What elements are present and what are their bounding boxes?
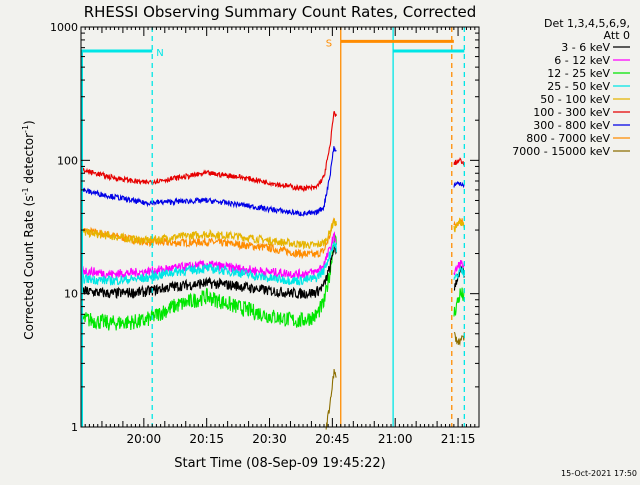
y-tick-label: 1000	[50, 21, 78, 34]
series-line-50-100-kev	[80, 217, 465, 250]
legend-header-line1: Det 1,3,4,5,6,9,	[544, 17, 630, 30]
y-axis-label: Corrected Count Rate (s-1 detector-1)	[21, 120, 36, 339]
flag-label-s: S	[326, 38, 332, 49]
x-tick-label: 20:00	[127, 432, 162, 446]
legend-entry-label: 50 - 100 keV	[540, 93, 610, 106]
legend-header-line2: Att 0	[604, 29, 630, 42]
x-tick-label: 20:30	[252, 432, 287, 446]
flag-label-n: N	[156, 48, 163, 59]
legend-entry-label: 12 - 25 keV	[547, 67, 610, 80]
series-line-25-50-kev	[80, 241, 465, 286]
series-line-7000-15000-kev	[325, 331, 465, 430]
footer-timestamp: 15-Oct-2021 17:50	[561, 469, 637, 478]
legend-entry-label: 6 - 12 keV	[554, 54, 610, 67]
series-line-12-25-kev	[80, 232, 465, 331]
legend-entry-label: 7000 - 15000 keV	[512, 145, 610, 158]
y-tick-label: 100	[57, 154, 78, 167]
y-tick-label: 1	[71, 421, 78, 434]
series-line-100-300-kev	[80, 111, 465, 193]
legend-entry-label: 300 - 800 keV	[533, 119, 610, 132]
series-line-300-800-kev	[80, 146, 465, 217]
chart-title: RHESSI Observing Summary Count Rates, Co…	[84, 3, 477, 21]
legend-entry-label: 25 - 50 keV	[547, 80, 610, 93]
x-tick-label: 21:15	[441, 432, 476, 446]
x-tick-label: 20:45	[315, 432, 350, 446]
x-tick-label: 20:15	[189, 432, 224, 446]
x-tick-label: 21:00	[378, 432, 413, 446]
legend-entry-label: 3 - 6 keV	[561, 41, 610, 54]
legend-entry-label: 100 - 300 keV	[533, 106, 610, 119]
x-axis-label: Start Time (08-Sep-09 19:45:22)	[174, 456, 385, 471]
legend-entry-label: 800 - 7000 keV	[526, 132, 610, 145]
plot-frame	[80, 26, 480, 428]
y-tick-label: 10	[64, 288, 78, 301]
